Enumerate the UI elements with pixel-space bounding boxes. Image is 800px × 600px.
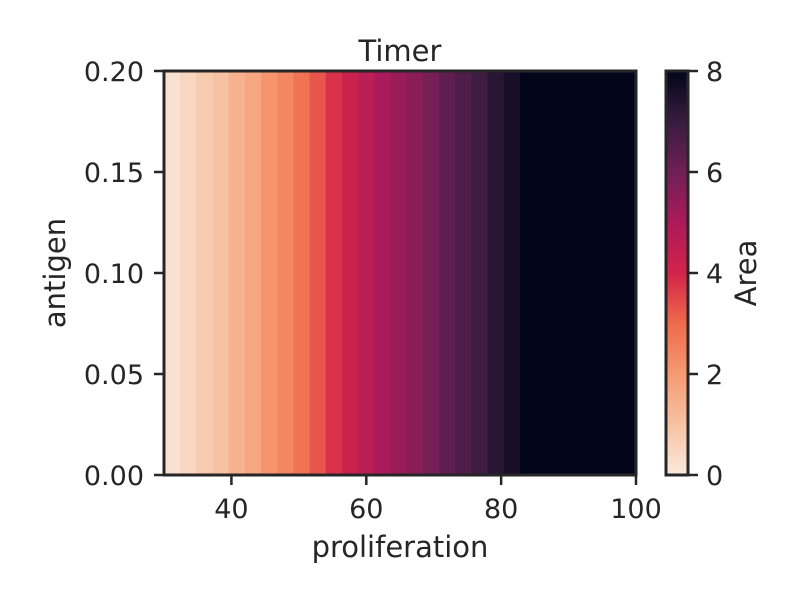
x-axis-label: proliferation (312, 530, 489, 564)
y-tick-label: 0.10 (84, 259, 144, 290)
heatmap-cell (439, 71, 456, 475)
colorbar-label: Area (729, 240, 763, 307)
x-tick-label: 80 (484, 494, 518, 525)
y-axis-label: antigen (38, 218, 72, 328)
colorbar-tick-label: 6 (706, 158, 723, 189)
heatmap-cell (487, 71, 505, 475)
heatmap-cell (342, 71, 359, 475)
y-tick-label: 0.00 (84, 461, 144, 492)
heatmap-cell (455, 71, 473, 475)
colorbar-tick-label: 4 (706, 259, 723, 290)
heatmap-cell (406, 71, 424, 475)
heatmap-cell (277, 71, 295, 475)
heatmap-cell (309, 71, 327, 475)
colorbar-tick-label: 0 (706, 461, 723, 492)
heatmap-cell (261, 71, 278, 475)
heatmap-cell (293, 71, 311, 475)
x-tick-label: 100 (610, 494, 662, 525)
heatmap-cell (520, 71, 637, 475)
colorbar-tick-label: 2 (706, 360, 723, 391)
x-axis-ticks: 40 60 80 100 (214, 475, 662, 525)
y-tick-label: 0.20 (84, 57, 144, 88)
y-axis-ticks: 0.00 0.05 0.10 0.15 0.20 (84, 57, 164, 492)
x-tick-label: 60 (349, 494, 383, 525)
heatmap-cell (503, 71, 521, 475)
heatmap-cell (390, 71, 408, 475)
heatmap-cell (196, 71, 214, 475)
heatmap-cell (374, 71, 392, 475)
chart-title: Timer (358, 34, 442, 68)
colorbar (664, 69, 690, 477)
y-tick-label: 0.15 (84, 158, 144, 189)
y-tick-label: 0.05 (84, 360, 144, 391)
heatmap-cell (471, 71, 489, 475)
heatmap-cell (212, 71, 230, 475)
heatmap-cells (164, 71, 637, 475)
heatmap-cell (180, 71, 197, 475)
x-tick-label: 40 (214, 494, 248, 525)
colorbar-tick-label: 8 (706, 57, 723, 88)
heatmap-cell (164, 71, 181, 475)
heatmap-cell (358, 71, 375, 475)
colorbar-ticks: 0 2 4 6 8 (688, 57, 723, 492)
heatmap-cell (244, 71, 262, 475)
heatmap-cell (228, 71, 246, 475)
heatmap-cell (422, 71, 440, 475)
heatmap-cell (325, 71, 343, 475)
